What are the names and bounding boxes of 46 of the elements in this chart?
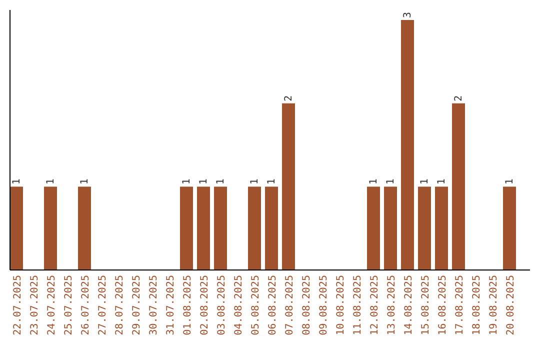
x-tick-label: 09.08.2025 <box>318 275 330 336</box>
x-tick-label: 12.08.2025 <box>370 275 380 336</box>
x-tick-label: 31.07.2025 <box>166 275 176 336</box>
x-tick-label: 27.07.2025 <box>98 275 108 336</box>
x-tick-label: 06.08.2025 <box>268 275 278 336</box>
data-label: 3 <box>402 12 414 18</box>
data-label: 1 <box>80 178 90 185</box>
data-label: 1 <box>436 178 448 185</box>
data-label: 1 <box>182 178 192 185</box>
x-tick-label: 18.08.2025 <box>472 275 482 336</box>
data-label: 1 <box>504 178 516 185</box>
x-tick-label: 20.08.2025 <box>506 275 516 336</box>
x-tick-label: 07.08.2025 <box>284 275 296 336</box>
x-tick-label: 05.08.2025 <box>250 275 262 336</box>
data-label: 1 <box>198 178 210 185</box>
x-tick-label: 01.08.2025 <box>182 275 194 336</box>
x-tick-label: 19.08.2025 <box>488 275 500 336</box>
x-tick-label: 16.08.2025 <box>438 275 448 336</box>
x-tick-label: 17.08.2025 <box>454 275 466 336</box>
data-label: 1 <box>386 178 396 185</box>
x-tick-label: 28.07.2025 <box>114 275 126 336</box>
x-tick-label: 02.08.2025 <box>200 275 210 336</box>
data-label: 2 <box>454 95 464 102</box>
data-label: 1 <box>368 178 380 185</box>
x-tick-label: 22.07.2025 <box>12 275 24 336</box>
data-label: 1 <box>266 178 278 185</box>
x-tick-label: 30.07.2025 <box>148 275 160 336</box>
x-tick-label: 14.08.2025 <box>404 275 414 336</box>
x-tick-label: 11.08.2025 <box>352 275 364 336</box>
x-tick-label: 04.08.2025 <box>234 275 244 336</box>
x-tick-label: 03.08.2025 <box>216 275 228 336</box>
data-label: 1 <box>250 178 260 185</box>
data-label: 1 <box>12 178 22 185</box>
x-tick-label: 26.07.2025 <box>80 275 92 336</box>
data-label: 1 <box>216 178 226 185</box>
x-tick-label: 15.08.2025 <box>420 275 432 336</box>
x-tick-label: 13.08.2025 <box>386 275 398 336</box>
x-tick-label: 08.08.2025 <box>302 275 312 336</box>
x-tick-label: 10.08.2025 <box>336 275 346 336</box>
data-label: 1 <box>420 178 430 185</box>
x-tick-label: 24.07.2025 <box>46 275 58 336</box>
data-label: 1 <box>46 178 56 185</box>
x-tick-label: 29.07.2025 <box>132 275 142 336</box>
x-tick-label: 25.07.2025 <box>64 275 74 336</box>
data-label: 2 <box>284 95 294 102</box>
x-tick-label: 23.07.2025 <box>30 275 40 336</box>
